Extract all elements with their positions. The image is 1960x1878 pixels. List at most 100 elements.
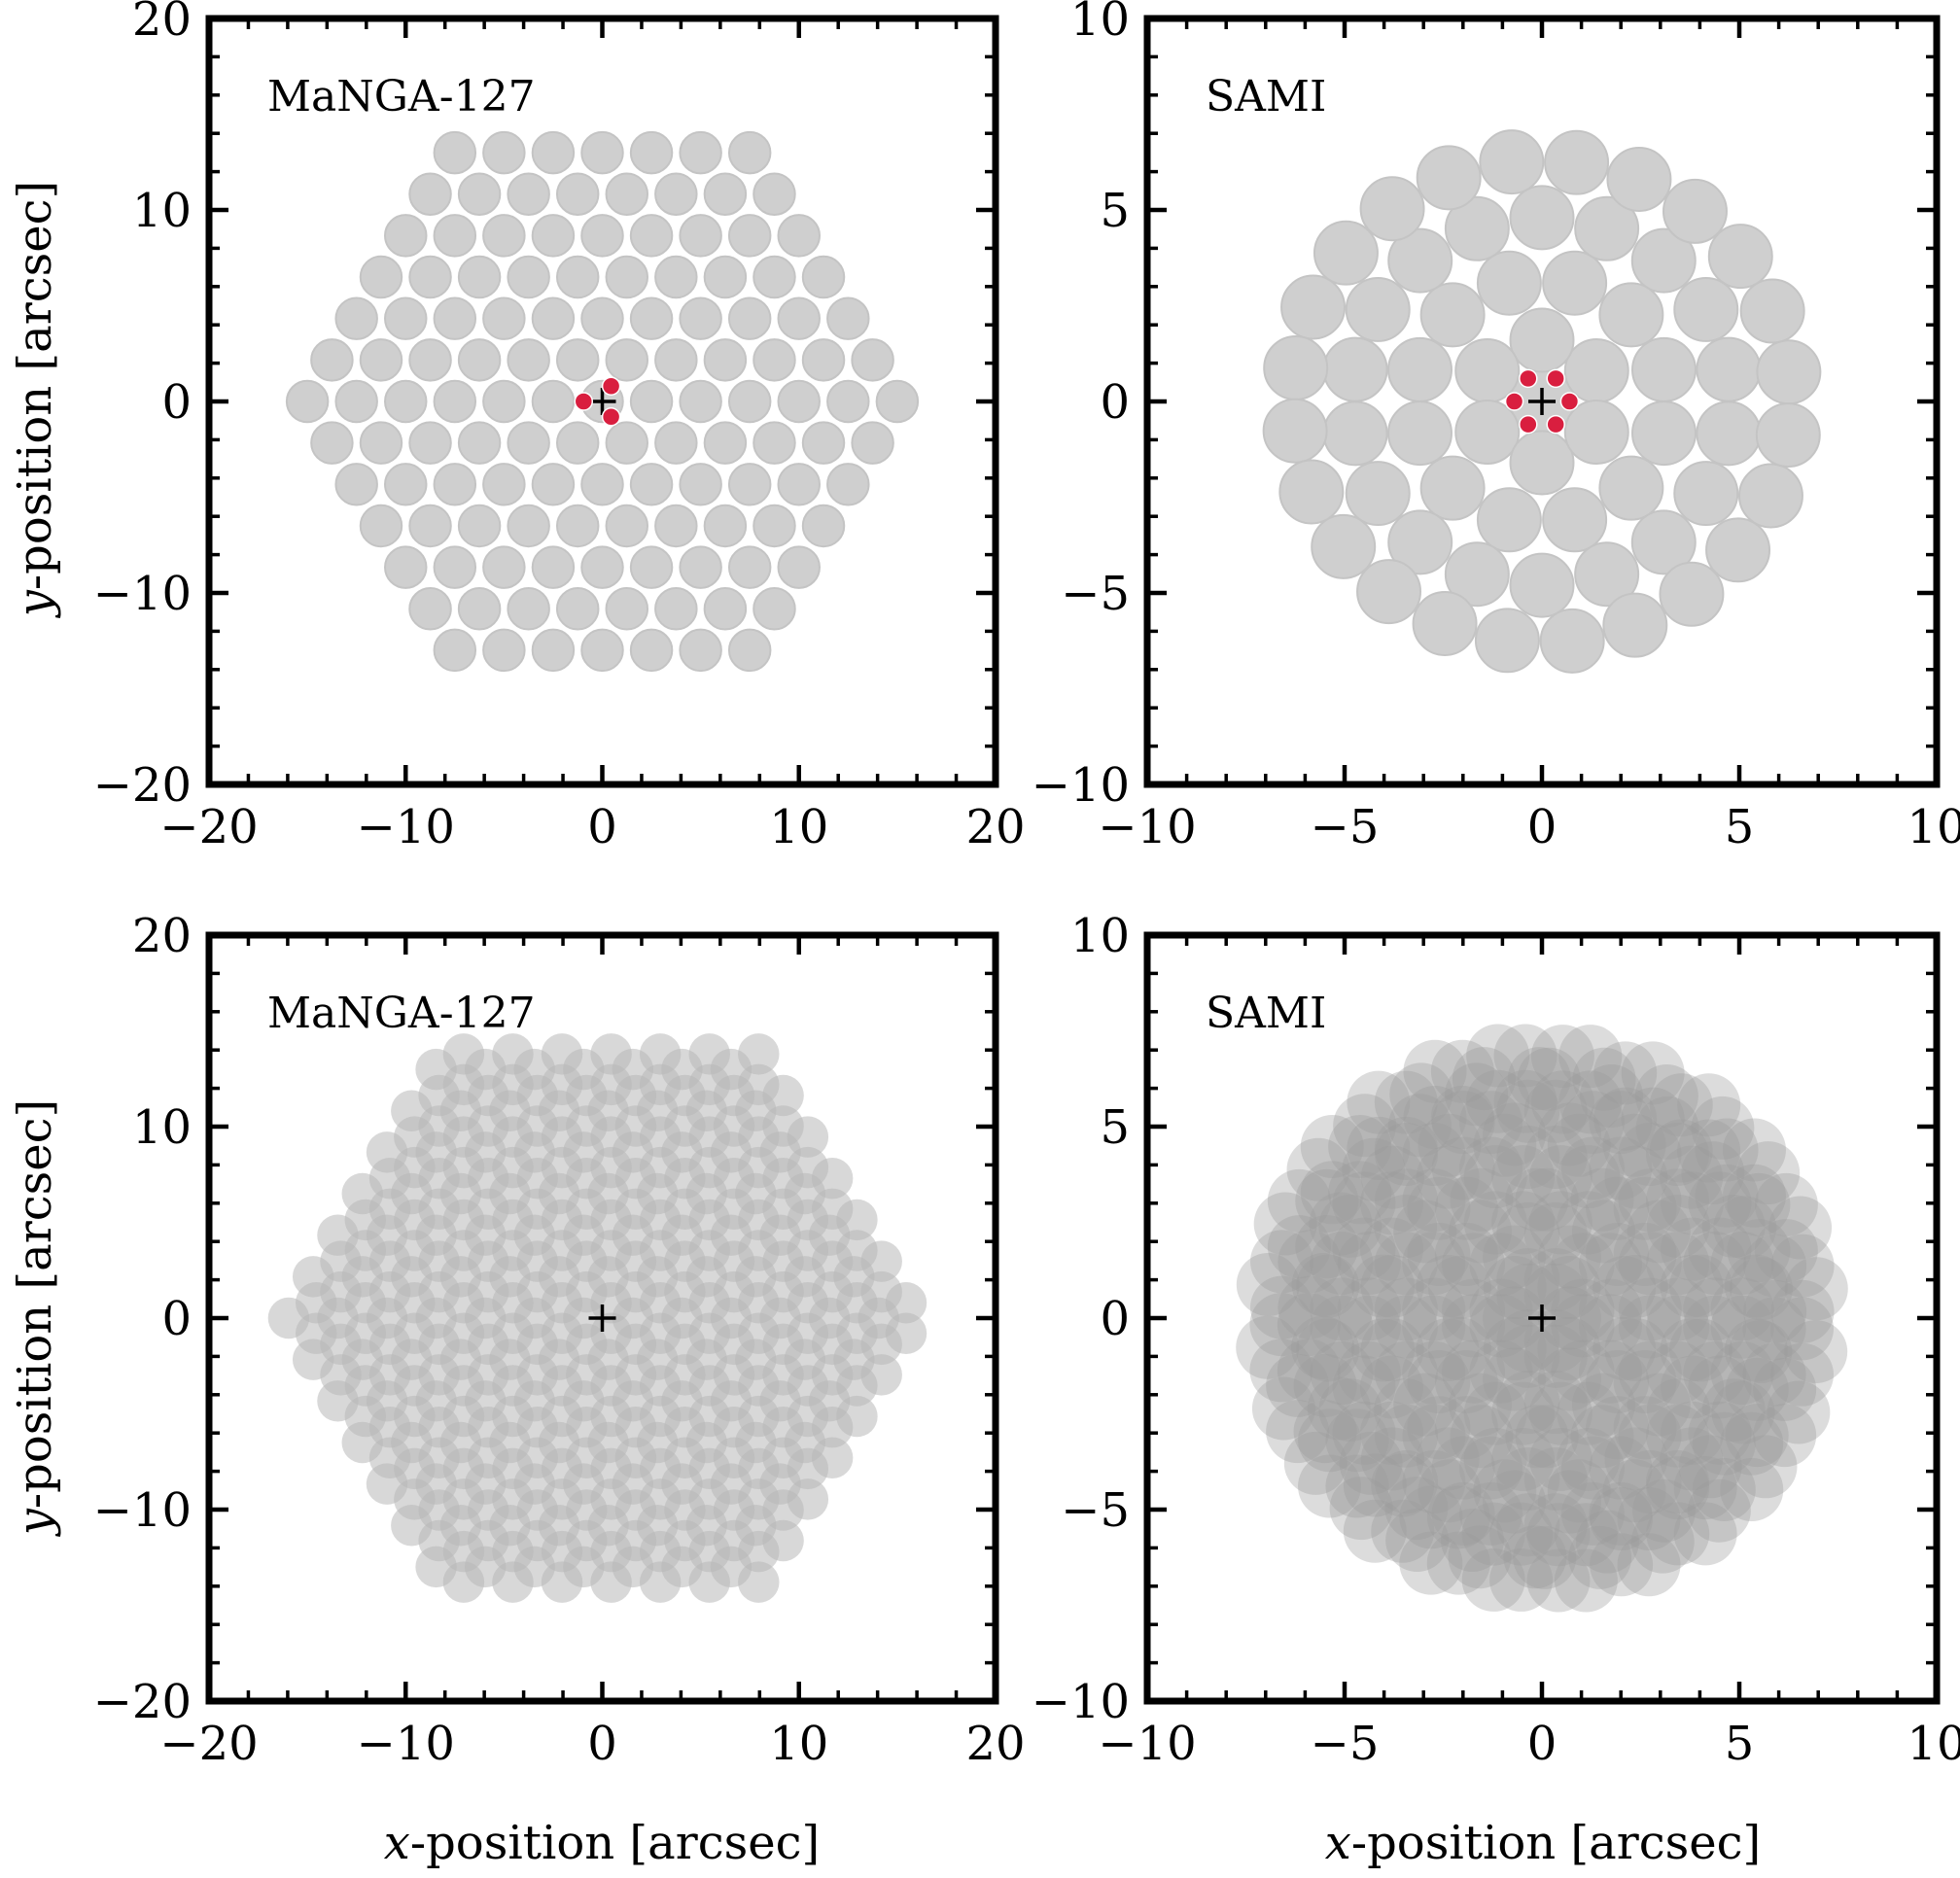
fiber-point xyxy=(1523,1201,1588,1266)
fiber-point xyxy=(738,1312,780,1354)
fiber-point xyxy=(664,1270,706,1313)
fiber-point xyxy=(566,1188,608,1231)
fiber-point xyxy=(1631,336,1697,402)
fiber-point xyxy=(433,130,477,175)
fiber-point xyxy=(359,421,403,465)
fiber-point xyxy=(1590,1487,1654,1550)
fiber-point xyxy=(1677,1119,1741,1183)
fiber-point xyxy=(1359,1355,1423,1419)
fiber-point xyxy=(1444,195,1510,261)
fiber-point xyxy=(1332,1401,1396,1465)
fiber-point xyxy=(664,1105,706,1147)
fiber-point xyxy=(492,1395,534,1438)
fiber-point xyxy=(531,628,576,673)
fiber-point xyxy=(1283,1431,1348,1495)
fiber-point xyxy=(1618,1404,1682,1468)
fiber-point xyxy=(1459,1136,1523,1200)
fiber-point xyxy=(1618,1232,1682,1296)
fiber-point xyxy=(457,421,502,465)
fiber-point xyxy=(408,421,452,465)
fiber-point xyxy=(1442,1278,1506,1342)
fiber-point xyxy=(516,1188,558,1231)
fiber-point xyxy=(1618,1340,1682,1405)
x-tick-label: −5 xyxy=(1311,1717,1380,1771)
fiber-point xyxy=(1459,1481,1523,1546)
fiber-point xyxy=(1262,398,1328,464)
y-tick-label: 10 xyxy=(1070,909,1130,963)
fiber-point xyxy=(1523,1079,1588,1143)
fiber-point xyxy=(1729,1320,1793,1384)
fiber-point xyxy=(1578,1233,1642,1297)
fiber-point xyxy=(1646,1502,1710,1566)
fiber-point xyxy=(1767,1380,1831,1444)
fiber-point xyxy=(1530,1025,1594,1089)
fiber-point xyxy=(541,1561,583,1603)
fiber-point xyxy=(629,379,674,424)
fiber-point xyxy=(727,628,772,673)
fiber-point xyxy=(639,1033,682,1075)
fiber-point xyxy=(1528,1427,1592,1491)
fiber-point xyxy=(1374,1378,1438,1443)
plot-area xyxy=(1236,1024,1848,1613)
x-tick-label: 10 xyxy=(769,800,828,854)
fiber-point xyxy=(654,587,698,631)
fiber-point xyxy=(1696,400,1762,467)
fiber-point xyxy=(1701,1194,1766,1258)
fiber-point xyxy=(1393,1373,1457,1437)
fiber-point xyxy=(1277,1339,1341,1403)
fiber-point xyxy=(1660,1318,1724,1382)
fiber-point xyxy=(1557,1191,1621,1255)
fiber-point xyxy=(408,338,452,382)
fiber-point xyxy=(762,1354,804,1396)
fiber-point xyxy=(580,296,624,340)
dither-point xyxy=(601,407,621,427)
fiber-point xyxy=(1602,1459,1666,1523)
fiber-point xyxy=(482,214,526,258)
x-tick-label: −10 xyxy=(357,1717,455,1771)
center-marker xyxy=(1528,1304,1556,1332)
fiber-point xyxy=(1523,1493,1588,1557)
center-marker xyxy=(588,1304,616,1332)
fiber-point xyxy=(1528,1191,1592,1255)
fiber-point xyxy=(507,255,550,299)
fiber-point xyxy=(1646,1378,1710,1443)
fiber-point xyxy=(1416,1254,1480,1318)
fiber-point xyxy=(1754,1172,1818,1236)
ticks xyxy=(1144,932,1940,1704)
fiber-point xyxy=(664,1437,706,1478)
fiber-point xyxy=(467,1105,509,1147)
fiber-point xyxy=(457,587,502,631)
fiber-point xyxy=(408,255,452,299)
fiber-point xyxy=(1407,1176,1471,1240)
fiber-point xyxy=(1645,1168,1709,1233)
fiber-point xyxy=(1309,1192,1373,1256)
fiber-point xyxy=(1491,1145,1556,1209)
fiber-point xyxy=(566,1105,608,1147)
y-tick-label: 20 xyxy=(132,909,192,963)
fiber-point xyxy=(1469,1233,1533,1297)
fiber-point xyxy=(1563,400,1629,465)
fiber-point xyxy=(1551,1339,1615,1404)
fiber-point xyxy=(614,1437,657,1478)
fiber-point xyxy=(334,463,378,506)
fiber-point xyxy=(1598,282,1664,348)
panel-label: MaNGA-127 xyxy=(267,72,536,122)
fiber-point xyxy=(738,1478,780,1520)
fiber-point xyxy=(1473,1459,1537,1523)
fiber-point xyxy=(1267,1168,1331,1233)
fiber-point xyxy=(359,255,403,299)
fiber-point xyxy=(1733,1435,1798,1499)
fiber-point xyxy=(433,379,477,424)
fiber-point xyxy=(1337,1232,1401,1295)
fiber-point xyxy=(1575,1510,1639,1574)
fiber-point xyxy=(1449,1373,1513,1437)
fiber-point xyxy=(703,338,748,382)
fiber-point xyxy=(433,296,477,340)
fiber-point xyxy=(1662,178,1728,244)
fiber-point xyxy=(285,379,330,424)
fiber-point xyxy=(1580,1064,1644,1128)
fiber-point xyxy=(664,1188,706,1231)
fiber-point xyxy=(654,338,698,382)
fiber-point xyxy=(1359,176,1425,242)
